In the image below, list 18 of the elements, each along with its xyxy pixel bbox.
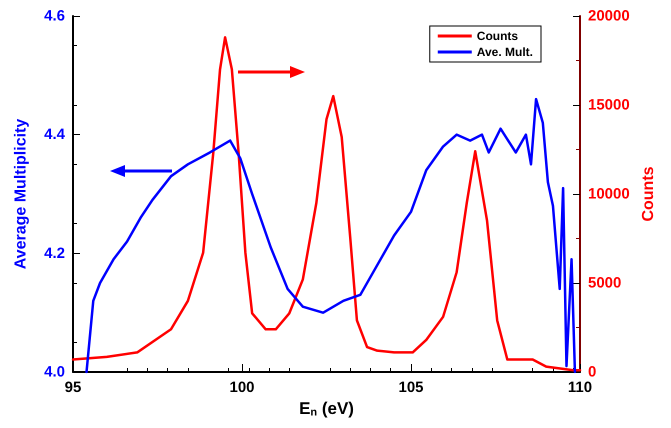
line-series <box>85 98 576 374</box>
x-tick-label: 100 <box>229 379 255 396</box>
y2-axis-title: Counts <box>640 166 658 222</box>
y2-tick-label: 5000 <box>588 274 622 292</box>
y-tick-label: 4.0 <box>44 364 65 380</box>
y2-tick-label: 10000 <box>588 186 630 202</box>
x-tick-label: 110 <box>568 379 592 396</box>
y-axis-title: Average Multiplicity <box>12 118 30 270</box>
y-tick-label: 4.6 <box>44 8 65 24</box>
y-tick-label: 4.2 <box>44 244 65 262</box>
y2-tick-label: 15000 <box>588 96 630 114</box>
x-tick-label: 105 <box>398 379 424 396</box>
y2-tick-label: 0 <box>588 364 596 380</box>
y-tick-label: 4.4 <box>44 126 66 144</box>
legend-label: Counts <box>476 29 518 43</box>
legend-label: Ave. Mult. <box>476 45 534 59</box>
y2-tick-label: 20000 <box>588 8 630 24</box>
x-tick-label: 95 <box>64 379 82 396</box>
